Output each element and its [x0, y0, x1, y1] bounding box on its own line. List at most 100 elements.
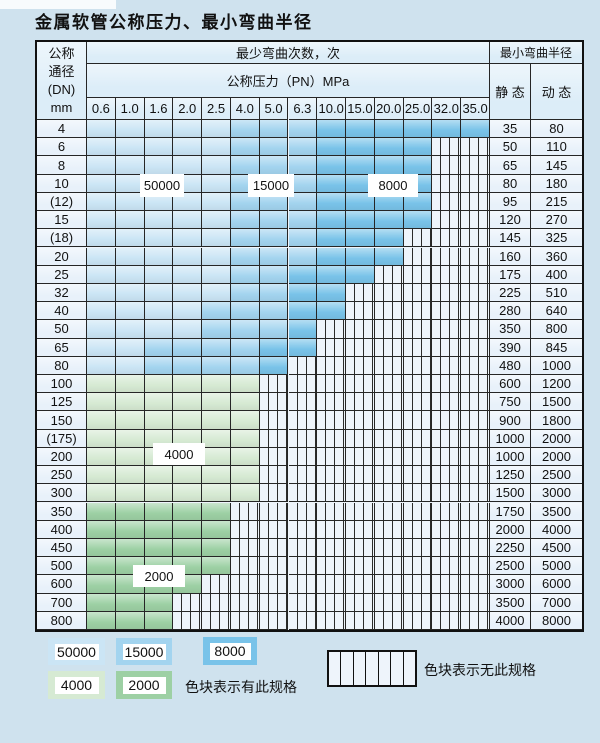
- spec-table: 公称 通径 (DN) mm 最少弯曲次数，次 最小弯曲半径 公称压力（PN）MP…: [35, 40, 584, 632]
- grid-cell: [173, 393, 203, 412]
- grid-cell: [346, 520, 375, 539]
- grid-cell: [461, 557, 490, 576]
- grid-cell: [346, 393, 375, 412]
- grid-cell: [288, 174, 318, 193]
- grid-cell: [87, 356, 116, 375]
- grid-cell: [374, 138, 404, 157]
- zone-label-15000: 15000: [248, 174, 294, 197]
- grid-cell: [432, 138, 462, 157]
- grid-cell: [288, 593, 318, 612]
- legend-swatch-8000: 8000: [203, 637, 257, 665]
- grid-cell: [288, 356, 318, 375]
- grid-cell: [461, 156, 490, 175]
- grid-cell: [403, 138, 433, 157]
- page-top-strip: [0, 0, 116, 9]
- grid-cell: [87, 174, 116, 193]
- grid-cell: [346, 502, 375, 521]
- grid-cell: [403, 356, 433, 375]
- grid-cell: [403, 538, 433, 558]
- dynamic-radius-value: 8000: [531, 611, 582, 630]
- row-dn-label: 10: [37, 174, 87, 193]
- grid-cell: [288, 484, 318, 503]
- grid-cell: [461, 538, 490, 558]
- grid-cell: [432, 466, 462, 485]
- grid-cell: [202, 156, 231, 175]
- grid-cell: [202, 411, 231, 430]
- grid-cell: [144, 356, 174, 375]
- header-pressure-value: 20.0: [374, 98, 404, 120]
- dynamic-radius-value: 1000: [531, 356, 582, 375]
- legend-swatch-2000: 2000: [116, 671, 172, 699]
- grid-cell: [115, 356, 145, 375]
- grid-cell: [403, 520, 433, 539]
- grid-cell: [87, 429, 116, 448]
- grid-cell: [202, 520, 231, 539]
- grid-cell: [173, 302, 203, 321]
- grid-cell: [317, 593, 347, 612]
- grid-cell: [202, 557, 231, 576]
- grid-cell: [346, 229, 375, 248]
- grid-cell: [346, 302, 375, 321]
- grid-cell: [432, 283, 462, 303]
- header-pressure-value: 1.6: [144, 98, 174, 120]
- grid-cell: [259, 538, 289, 558]
- grid-cell: [461, 192, 490, 212]
- grid-cell: [115, 593, 145, 612]
- grid-cell: [144, 593, 174, 612]
- grid-cell: [374, 611, 404, 630]
- grid-cell: [432, 447, 462, 467]
- row-dn-label: 65: [37, 338, 87, 357]
- dynamic-radius-value: 360: [531, 247, 582, 266]
- grid-cell: [346, 447, 375, 467]
- grid-cell: [202, 247, 231, 266]
- grid-cell: [202, 138, 231, 157]
- grid-cell: [173, 338, 203, 357]
- grid-cell: [115, 429, 145, 448]
- grid-cell: [317, 393, 347, 412]
- grid-cell: [259, 484, 289, 503]
- grid-cell: [87, 538, 116, 558]
- header-pressure-value: 4.0: [230, 98, 260, 120]
- grid-cell: [115, 538, 145, 558]
- grid-cell: [403, 156, 433, 175]
- grid-cell: [144, 393, 174, 412]
- grid-cell: [461, 502, 490, 521]
- grid-cell: [346, 593, 375, 612]
- static-radius-value: 120: [490, 211, 531, 230]
- header-pressure-value: 2.0: [173, 98, 203, 120]
- grid-cell: [202, 375, 231, 394]
- grid-cell: [317, 538, 347, 558]
- grid-cell: [230, 229, 260, 248]
- header-dn-line: mm: [50, 99, 73, 115]
- header-dn-line: (DN): [47, 81, 76, 97]
- grid-cell: [202, 192, 231, 212]
- grid-cell: [288, 247, 318, 266]
- grid-cell: [317, 120, 347, 139]
- grid-cell: [87, 411, 116, 430]
- grid-cell: [288, 393, 318, 412]
- dynamic-radius-value: 215: [531, 192, 582, 212]
- grid-cell: [259, 211, 289, 230]
- header-pressure-value: 15.0: [346, 98, 375, 120]
- grid-cell: [346, 375, 375, 394]
- static-radius-value: 145: [490, 229, 531, 248]
- grid-cell: [346, 557, 375, 576]
- grid-cell: [144, 156, 174, 175]
- grid-cell: [403, 320, 433, 339]
- grid-cell: [202, 211, 231, 230]
- grid-cell: [202, 120, 231, 139]
- grid-cell: [115, 192, 145, 212]
- grid-cell: [288, 138, 318, 157]
- grid-cell: [173, 520, 203, 539]
- grid-cell: [374, 466, 404, 485]
- row-dn-label: 6: [37, 138, 87, 157]
- grid-cell: [230, 575, 260, 594]
- grid-cell: [202, 466, 231, 485]
- grid-cell: [403, 484, 433, 503]
- static-radius-value: 2500: [490, 557, 531, 576]
- header-dn-line: 公称: [48, 46, 75, 62]
- grid-cell: [202, 265, 231, 284]
- legend-hatch-cell: [391, 652, 404, 685]
- grid-cell: [403, 375, 433, 394]
- grid-cell: [230, 611, 260, 630]
